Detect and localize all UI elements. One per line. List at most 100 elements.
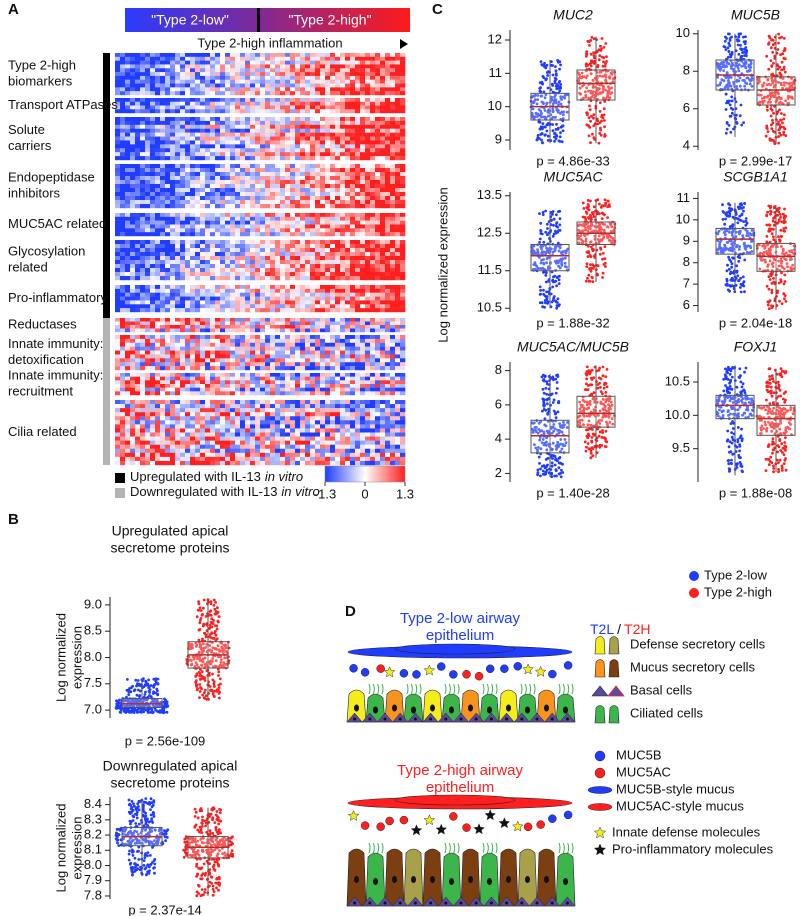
- heatmap-cell: [150, 136, 156, 141]
- heatmap-cell: [370, 300, 376, 305]
- heatmap-cell: [210, 148, 216, 153]
- heatmap-cell: [175, 224, 181, 229]
- heatmap-cell: [195, 416, 201, 421]
- heatmap-cell: [185, 216, 191, 221]
- heatmap-cell: [310, 335, 316, 340]
- heatmap-cell: [365, 136, 371, 141]
- heatmap-cell: [380, 248, 386, 253]
- heatmap-cell: [260, 268, 266, 273]
- heatmap-cell: [115, 328, 121, 333]
- heatmap-cell: [130, 376, 136, 381]
- heatmap-cell: [230, 228, 236, 233]
- heatmap-cell: [125, 228, 131, 233]
- heatmap-cell: [165, 83, 171, 88]
- heatmap-cell: [240, 53, 246, 58]
- heatmap-cell: [390, 321, 396, 326]
- heatmap-cell: [170, 335, 176, 340]
- heatmap-cell: [215, 384, 221, 388]
- heatmap-cell: [325, 72, 331, 77]
- heatmap-cell: [215, 117, 221, 122]
- heatmap-cell: [205, 400, 211, 405]
- heatmap-cell: [245, 376, 251, 381]
- heatmap-cell: [140, 325, 146, 329]
- heatmap-cell: [250, 376, 256, 381]
- heatmap-cell: [295, 164, 301, 169]
- heatmap-cell: [190, 60, 196, 65]
- heatmap-cell: [350, 168, 356, 173]
- heatmap-cell: [185, 176, 191, 181]
- heatmap-cell: [255, 387, 261, 392]
- heatmap-cell: [155, 124, 161, 129]
- heatmap-cell: [370, 117, 376, 122]
- heatmap-cell: [290, 98, 296, 102]
- heatmap-cell: [385, 98, 391, 102]
- heatmap-cell: [315, 420, 321, 425]
- heatmap-cell: [360, 188, 366, 193]
- heatmap-cell: [365, 404, 371, 409]
- heatmap-cell: [120, 136, 126, 141]
- heatmap-cell: [155, 164, 161, 169]
- heatmap-cell: [380, 420, 386, 425]
- heatmap-cell: [335, 260, 341, 265]
- heatmap-cell: [215, 148, 221, 153]
- heatmap-cell: [195, 321, 201, 326]
- heatmap-cell: [160, 101, 166, 106]
- heatmap-cell: [365, 101, 371, 106]
- heatmap-cell: [130, 224, 136, 229]
- heatmap-cell: [245, 350, 251, 355]
- heatmap-cell: [175, 400, 181, 405]
- heatmap-cell: [130, 248, 136, 253]
- heatmap-cell: [380, 117, 386, 122]
- heatmap-cell: [270, 83, 276, 88]
- heatmap-cell: [250, 384, 256, 388]
- heatmap-cell: [250, 420, 256, 425]
- heatmap-cell: [250, 168, 256, 173]
- heatmap-cell: [250, 213, 256, 218]
- heatmap-cell: [330, 152, 336, 157]
- heatmap-cell: [115, 408, 121, 413]
- heatmap-cell: [230, 424, 236, 429]
- heatmap-cell: [360, 272, 366, 277]
- heatmap-cell: [245, 144, 251, 149]
- heatmap-cell: [130, 53, 136, 58]
- heatmap-cell: [365, 196, 371, 201]
- heatmap-cell: [300, 64, 306, 69]
- heatmap-cell: [345, 176, 351, 181]
- heatmap-cell: [270, 248, 276, 253]
- heatmap-cell: [210, 408, 216, 413]
- heatmap-cell: [205, 98, 211, 102]
- heatmap-cell: [130, 180, 136, 185]
- heatmap-cell: [190, 98, 196, 102]
- heatmap-cell: [270, 404, 276, 409]
- heatmap-cell: [260, 204, 266, 209]
- heatmap-cell: [390, 354, 396, 359]
- heatmap-cell: [125, 136, 131, 141]
- heatmap-cell: [140, 176, 146, 181]
- heatmap-cell: [335, 387, 341, 392]
- heatmap-cell: [160, 176, 166, 181]
- heatmap-cell: [210, 79, 216, 84]
- heatmap-cell: [180, 338, 186, 343]
- heatmap-cell: [200, 200, 206, 205]
- heatmap-cell: [180, 196, 186, 201]
- heatmap-cell: [280, 252, 286, 257]
- heatmap-cell: [250, 424, 256, 429]
- heatmap-cell: [375, 400, 381, 405]
- heatmap-cell: [250, 328, 256, 333]
- heatmap-cell: [160, 335, 166, 340]
- heatmap-cell: [370, 83, 376, 88]
- heatmap-cell: [310, 220, 316, 225]
- heatmap-cell: [225, 220, 231, 225]
- heatmap-cell: [295, 412, 301, 417]
- heatmap-cell: [265, 75, 271, 80]
- heatmap-cell: [355, 53, 361, 58]
- heatmap-cell: [275, 420, 281, 425]
- heatmap-cell: [135, 300, 141, 305]
- heatmap-cell: [265, 172, 271, 177]
- heatmap-cell: [175, 213, 181, 218]
- heatmap-cell: [395, 328, 401, 333]
- heatmap-cell: [310, 358, 316, 363]
- heatmap-cell: [170, 321, 176, 326]
- heatmap-cell: [275, 56, 281, 61]
- heatmap-cell: [240, 285, 246, 290]
